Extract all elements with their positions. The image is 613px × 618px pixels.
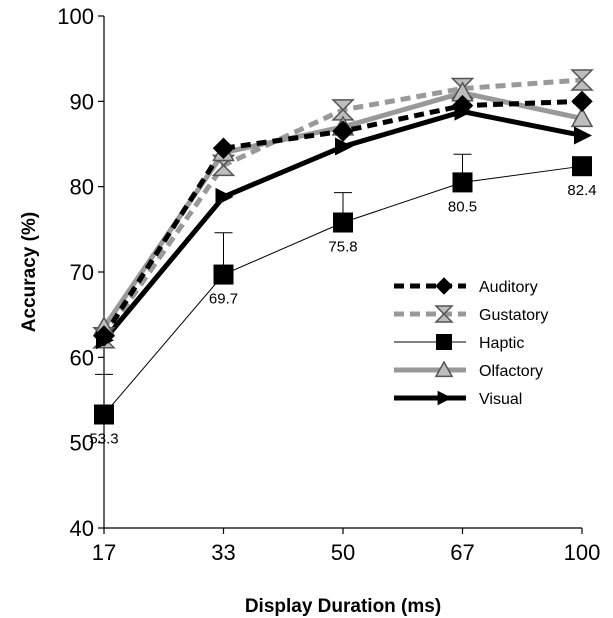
- legend-label-visual: Visual: [479, 391, 522, 408]
- legend-label-auditory: Auditory: [479, 279, 538, 296]
- legend-marker-gustatory: [434, 305, 454, 323]
- y-tick-label: 100: [57, 4, 94, 29]
- legend-marker-olfactory: [434, 360, 454, 378]
- x-tick-label: 50: [331, 540, 355, 565]
- y-tick-label: 40: [70, 516, 94, 541]
- legend-label-gustatory: Gustatory: [479, 307, 548, 324]
- marker-visual: [574, 126, 592, 145]
- marker-auditory: [571, 90, 593, 113]
- y-axis-title: Accuracy (%): [19, 212, 40, 332]
- legend: Auditory Gustatory Haptic Olfactory Visual: [394, 277, 548, 408]
- x-tick-label: 67: [450, 540, 474, 565]
- marker-gustatory: [570, 69, 594, 91]
- marker-visual: [454, 102, 473, 121]
- marker-gustatory: [331, 99, 355, 121]
- x-axis-title: Display Duration (ms): [245, 596, 441, 617]
- x-axis-ticks: 17 33 50 67 100: [92, 528, 601, 565]
- data-label-haptic: 75.8: [328, 239, 357, 256]
- legend-label-haptic: Haptic: [479, 335, 524, 352]
- x-tick-label: 17: [92, 540, 116, 565]
- marker-auditory: [212, 137, 235, 159]
- data-label-haptic: 53.3: [89, 431, 118, 448]
- data-label-haptic: 80.5: [448, 198, 477, 215]
- x-tick-label: 33: [211, 540, 235, 565]
- marker-haptic: [94, 404, 114, 425]
- marker-haptic: [452, 172, 473, 193]
- marker-haptic: [572, 156, 592, 177]
- y-tick-label: 60: [70, 345, 94, 370]
- y-tick-label: 70: [70, 260, 94, 285]
- chart-axes: [103, 16, 582, 529]
- data-label-haptic: 69.7: [209, 291, 238, 308]
- marker-haptic: [213, 264, 234, 285]
- x-tick-label: 100: [564, 540, 601, 565]
- marker-haptic: [333, 212, 353, 233]
- y-axis-ticks: 40 50 60 70 80 90 100: [57, 4, 104, 541]
- legend-marker-haptic: [436, 334, 452, 350]
- legend-marker-visual: [437, 390, 452, 406]
- marker-olfactory: [570, 106, 594, 128]
- legend-marker-auditory: [435, 277, 453, 295]
- y-tick-label: 90: [70, 89, 94, 114]
- legend-label-olfactory: Olfactory: [479, 363, 543, 380]
- series-markers: [92, 69, 594, 425]
- y-tick-label: 50: [70, 431, 94, 456]
- marker-auditory: [332, 120, 354, 142]
- data-labels: 53.3 69.7 75.8 80.5 82.4: [89, 182, 596, 447]
- marker-visual: [96, 331, 114, 350]
- y-tick-label: 80: [70, 175, 94, 200]
- data-label-haptic: 82.4: [567, 182, 596, 199]
- marker-visual: [215, 187, 234, 206]
- marker-visual: [335, 137, 353, 156]
